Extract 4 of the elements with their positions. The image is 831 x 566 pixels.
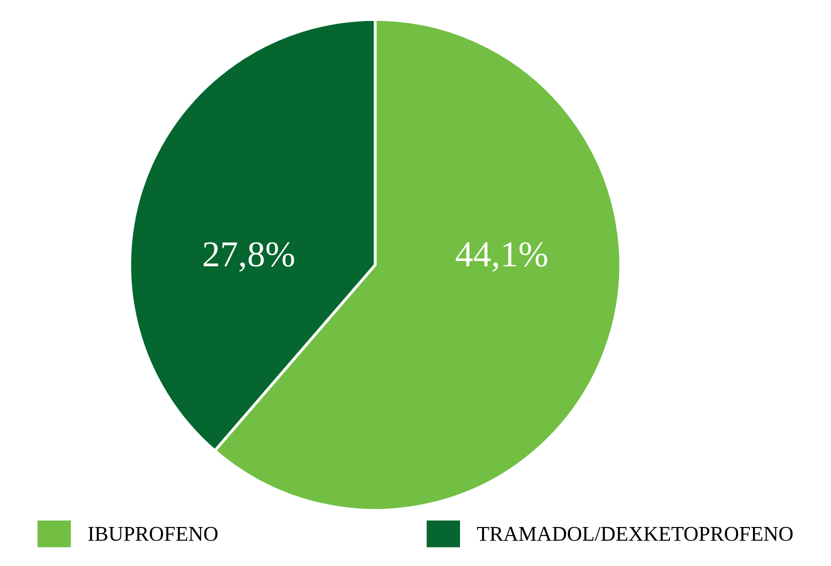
data-label: 27,8% <box>204 242 294 272</box>
data-label: 44,1% <box>456 242 548 272</box>
legend-label: IBUPROFENO <box>88 526 218 541</box>
legend-label: TRAMADOL/DEXKETOPROFENO <box>477 526 793 541</box>
